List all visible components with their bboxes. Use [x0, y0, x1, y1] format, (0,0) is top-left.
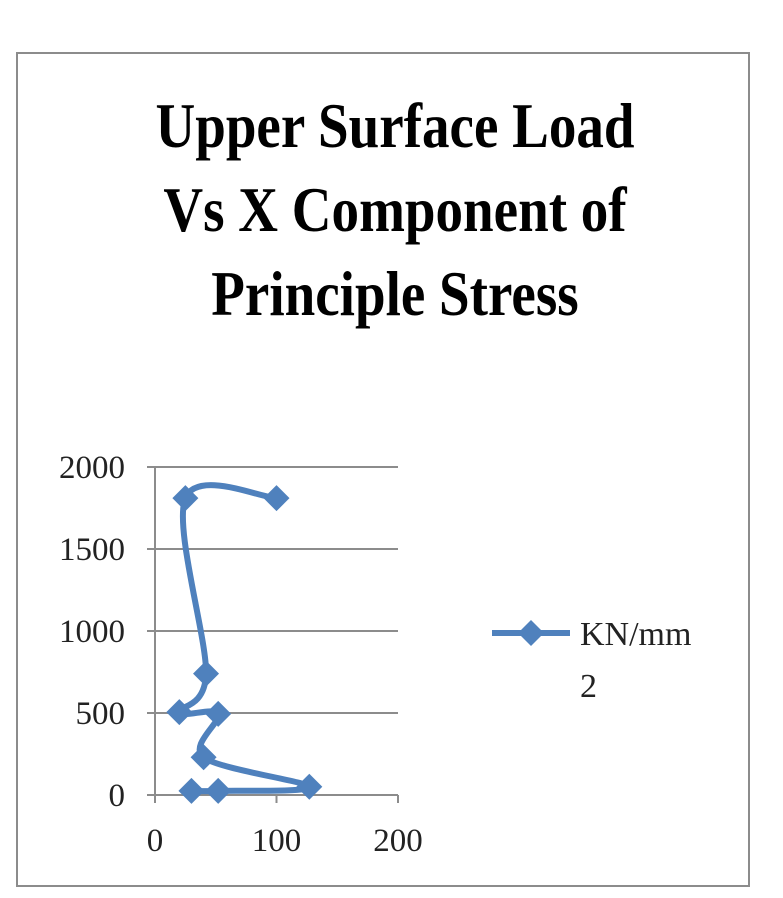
y-tick-label: 1500 [59, 532, 125, 568]
data-point-marker [178, 777, 205, 804]
data-point-marker [205, 700, 232, 727]
x-tick-label: 100 [252, 823, 302, 859]
y-tick-label: 500 [76, 696, 126, 732]
chart-title: Upper Surface Load Vs X Component of Pri… [155, 90, 635, 329]
x-axis-tick-labels: 0 100 200 [147, 823, 423, 859]
x-tick-label: 0 [147, 823, 164, 859]
legend: KN/mm 2 [492, 616, 691, 705]
y-tick-label: 2000 [59, 450, 125, 486]
y-tick-label: 1000 [59, 614, 125, 650]
y-axis-tick-labels: 0 500 1000 1500 2000 [59, 450, 125, 814]
data-point-marker [296, 773, 323, 800]
data-point-marker [172, 485, 199, 512]
y-tick-label: 0 [109, 778, 126, 814]
chart-area [16, 52, 750, 887]
legend-marker [518, 620, 544, 646]
data-point-marker [166, 699, 193, 726]
data-point-marker [205, 777, 232, 804]
x-tick-label: 200 [373, 823, 423, 859]
legend-label: KN/mm 2 [580, 616, 691, 705]
series-layer [166, 482, 323, 804]
data-point-marker [263, 485, 290, 512]
data-point-marker [190, 744, 217, 771]
series-line-0 [176, 482, 313, 795]
data-point-marker [193, 660, 220, 687]
